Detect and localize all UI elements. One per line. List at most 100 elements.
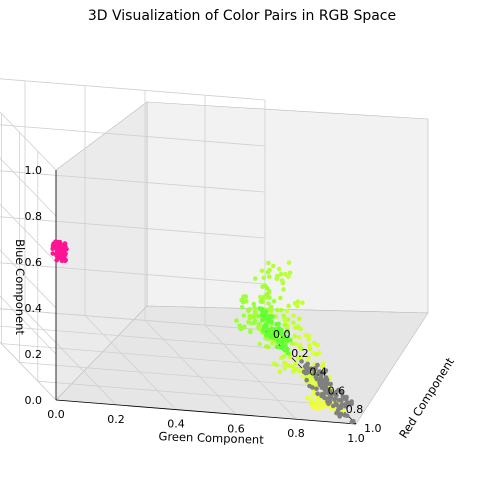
data-point: [234, 318, 239, 323]
grid-line: [0, 308, 266, 331]
data-point: [332, 397, 337, 402]
data-point: [349, 401, 355, 407]
z-tick-label: 0.0: [25, 394, 43, 407]
data-point: [327, 396, 333, 401]
data-point: [344, 413, 350, 419]
data-point: [335, 407, 341, 413]
data-point: [244, 298, 249, 304]
data-point: [60, 248, 65, 253]
data-point: [297, 316, 302, 322]
data-point: [263, 309, 269, 314]
data-point: [261, 275, 267, 281]
data-point: [282, 316, 287, 322]
data-points: [50, 239, 356, 425]
data-point: [285, 317, 291, 322]
data-point: [309, 373, 314, 379]
chart-title: 3D Visualization of Color Pairs in RGB S…: [88, 8, 396, 24]
data-point: [281, 287, 286, 292]
x-tick-label: 0.6: [227, 422, 245, 435]
data-point: [261, 324, 267, 330]
data-point: [287, 354, 293, 360]
data-point: [276, 326, 282, 331]
data-point: [297, 344, 302, 350]
data-point: [323, 368, 329, 373]
data-point: [260, 317, 265, 323]
y-tick-label: 1.0: [364, 422, 382, 435]
data-point: [267, 267, 272, 273]
grid-line: [0, 124, 266, 147]
grid-line: [1, 343, 302, 368]
data-point: [251, 301, 257, 307]
data-point: [266, 260, 271, 266]
data-point: [314, 376, 320, 382]
data-point: [307, 383, 312, 389]
data-point: [306, 337, 312, 342]
grid-line: [24, 310, 117, 406]
data-point: [338, 390, 344, 395]
data-point: [243, 294, 249, 299]
grid-line: [0, 78, 266, 101]
grid-line: [144, 320, 237, 415]
data-point: [306, 355, 311, 361]
data-point: [286, 303, 292, 309]
data-point: [336, 397, 342, 403]
data-point: [247, 315, 253, 321]
data-point: [314, 352, 319, 357]
data-point: [269, 319, 274, 325]
data-point: [281, 354, 287, 359]
data-point: [63, 251, 68, 256]
data-point: [256, 322, 262, 327]
data-point: [274, 276, 280, 282]
data-point: [307, 343, 312, 348]
back-pane: [146, 101, 429, 314]
data-point: [278, 271, 284, 277]
data-point: [320, 361, 326, 367]
data-point: [259, 308, 265, 314]
data-point: [296, 335, 302, 340]
y-tick-label: 0.0: [273, 328, 291, 341]
data-point: [299, 354, 304, 360]
data-point: [324, 377, 330, 383]
data-point: [251, 320, 257, 326]
data-point: [269, 308, 274, 314]
data-point: [57, 239, 63, 245]
data-point: [286, 363, 292, 368]
data-point: [275, 344, 280, 350]
z-tick-label: 0.8: [25, 210, 43, 223]
data-point: [290, 341, 295, 346]
data-point: [266, 301, 271, 306]
data-point: [286, 260, 292, 265]
grid-lines: [0, 78, 357, 425]
tick-labels: 0.0 0.2 0.4 0.6 0.8 1.00.00.20.40.60.81.00.00…: [25, 164, 382, 445]
data-point: [258, 298, 264, 304]
data-point: [285, 329, 290, 334]
x-tick-label: 1.0: [347, 432, 365, 445]
data-point: [300, 373, 306, 379]
data-point: [55, 249, 60, 254]
grid-line: [0, 170, 266, 193]
data-point: [309, 397, 314, 402]
data-point: [304, 377, 310, 383]
data-point: [293, 361, 299, 367]
data-point: [314, 386, 319, 392]
x-tick-label: 0.4: [167, 418, 185, 431]
data-point: [315, 342, 320, 348]
data-point: [339, 402, 345, 407]
data-point: [304, 395, 310, 401]
data-point: [312, 370, 317, 376]
grid-line: [84, 315, 177, 410]
data-point: [277, 369, 283, 375]
data-point: [239, 297, 244, 303]
data-point: [288, 337, 293, 343]
data-point: [282, 365, 288, 371]
data-point: [312, 401, 318, 406]
data-point: [286, 274, 291, 280]
data-point: [295, 303, 300, 309]
data-point: [312, 340, 317, 346]
data-point: [344, 402, 349, 408]
data-point: [50, 251, 56, 256]
data-point: [315, 391, 320, 397]
data-point: [256, 313, 261, 319]
data-point: [282, 322, 287, 328]
data-point: [264, 344, 269, 349]
